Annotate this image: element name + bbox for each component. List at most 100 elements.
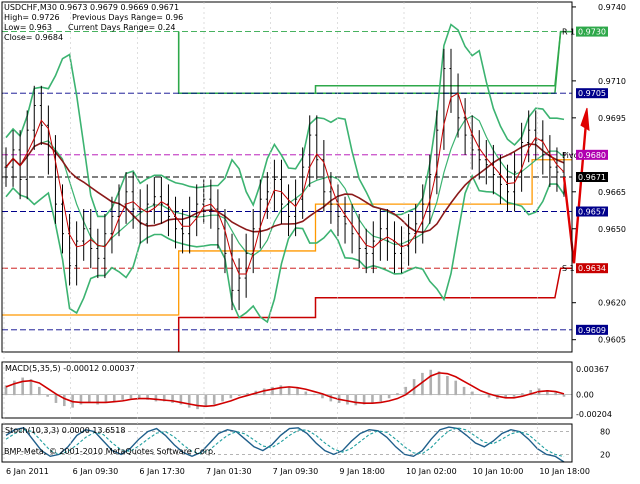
macd-hist-bar bbox=[29, 379, 33, 396]
macd-hist-bar bbox=[221, 394, 224, 402]
macd-hist-bar bbox=[321, 394, 324, 399]
level-tag: S 1 bbox=[562, 264, 575, 273]
price-box-label: 0.9609 bbox=[578, 326, 606, 335]
macd-hist-bar bbox=[487, 394, 491, 398]
macd-hist-bar bbox=[196, 394, 199, 410]
copyright-text: BMP-Meta, © 2001-2010 MetaQuotes Softwar… bbox=[4, 447, 216, 456]
macd-signal-line bbox=[5, 372, 565, 408]
macd-hist-bar bbox=[262, 388, 266, 396]
macd-hist-bar bbox=[521, 393, 524, 396]
x-tick-label: 9 Jan 18:00 bbox=[339, 467, 385, 476]
lower-band bbox=[5, 173, 565, 324]
macd-hist-bar bbox=[446, 376, 449, 396]
y-tick-label: 0.9620 bbox=[598, 299, 626, 308]
macd-hist-bar bbox=[271, 386, 274, 396]
macd-hist-bar bbox=[387, 394, 391, 399]
macd-y-tick: 0.00 bbox=[576, 391, 594, 400]
price-box-label: 0.9634 bbox=[578, 264, 606, 273]
x-tick-label: 10 Jan 18:00 bbox=[539, 467, 590, 476]
macd-hist-bar bbox=[296, 388, 299, 396]
price-box bbox=[576, 263, 608, 274]
macd-hist-bar bbox=[362, 394, 366, 405]
macd-hist-bar bbox=[504, 394, 508, 399]
s1-step-line bbox=[177, 267, 572, 352]
macd-label: MACD(5,35,5) -0.00012 0.00037 bbox=[5, 364, 135, 373]
macd-hist-bar bbox=[171, 394, 174, 403]
macd-hist-bar bbox=[371, 394, 374, 403]
macd-hist-bar bbox=[212, 394, 216, 405]
y-tick-label: 0.9740 bbox=[598, 3, 626, 12]
forecast-arrow bbox=[562, 122, 588, 264]
macd-hist-bar bbox=[462, 386, 466, 396]
price-box-label: 0.9730 bbox=[578, 28, 606, 37]
info-close: Close= 0.9684 bbox=[4, 33, 64, 42]
stoch-pane: Stoch(10,3,3) 0.0000 13.6518 bbox=[2, 426, 572, 463]
macd-y-tick: -0.00204 bbox=[576, 410, 612, 419]
macd-hist-bar bbox=[4, 385, 8, 396]
y-tick-label: 0.9650 bbox=[598, 225, 626, 234]
macd-hist-bar bbox=[379, 394, 383, 402]
main-frame bbox=[1, 1, 573, 353]
macd-hist-bar bbox=[421, 372, 424, 396]
macd-hist-bar bbox=[112, 394, 116, 402]
macd-hist-bar bbox=[104, 394, 108, 403]
macd-hist-bar bbox=[546, 390, 549, 396]
info-low: Low= 0.963 bbox=[4, 23, 52, 32]
macd-hist-bar bbox=[129, 394, 133, 399]
price-box bbox=[576, 324, 608, 335]
slow-ma bbox=[5, 142, 565, 234]
price-box bbox=[576, 88, 608, 99]
macd-hist-bar bbox=[512, 394, 516, 397]
axes-layer: 6 Jan 2011 6 Jan 09:30 6 Jan 17:30 7 Jan 01… bbox=[1, 1, 626, 476]
macd-y-tick: 0.00367 bbox=[576, 365, 609, 374]
macd-hist-bar bbox=[204, 394, 208, 407]
macd-hist-bar bbox=[346, 394, 349, 405]
y-tick-label: 0.9710 bbox=[598, 77, 626, 86]
symbol-header: USDCHF,M30 0.9673 0.9679 0.9669 0.9671 bbox=[4, 3, 180, 12]
pivot-step-line bbox=[2, 159, 572, 316]
price-box-label: 0.9705 bbox=[578, 89, 606, 98]
macd-hist-bar bbox=[162, 394, 166, 402]
x-tick-label: 6 Jan 2011 bbox=[6, 467, 49, 476]
price-box bbox=[576, 172, 608, 182]
fast-ma bbox=[5, 92, 565, 275]
macd-hist-bar bbox=[179, 394, 183, 405]
macd-hist-bar bbox=[146, 394, 149, 400]
macd-hist-bar bbox=[38, 386, 41, 396]
y-tick-label: 0.9665 bbox=[598, 188, 626, 197]
macd-hist-bar bbox=[54, 394, 58, 403]
macd-hist-bar bbox=[529, 390, 532, 396]
price-box bbox=[576, 26, 608, 37]
price-box bbox=[576, 206, 608, 217]
x-tick-label: 10 Jan 10:00 bbox=[473, 467, 524, 476]
macd-hist-bar bbox=[354, 394, 358, 406]
price-box-label: 0.9671 bbox=[578, 173, 606, 182]
macd-hist-bar bbox=[437, 371, 441, 396]
macd-hist-bar bbox=[46, 394, 49, 397]
stoch-signal-line bbox=[5, 427, 565, 458]
macd-hist-bar bbox=[312, 393, 316, 396]
macd-hist-bar bbox=[96, 394, 99, 405]
macd-hist-bar bbox=[562, 394, 566, 397]
level-tag: R 1 bbox=[562, 28, 575, 37]
y-tick-label: 0.9605 bbox=[598, 336, 626, 345]
macd-hist-bar bbox=[479, 394, 483, 396]
macd-hist-bar bbox=[246, 393, 249, 396]
macd-hist-bar bbox=[454, 380, 458, 396]
info-curr-range: Current Days Range= 0.24 bbox=[68, 23, 176, 32]
macd-hist-bar bbox=[412, 379, 416, 396]
macd-hist-bar bbox=[62, 394, 66, 407]
price-box-label: 0.9680 bbox=[578, 151, 606, 160]
y-tick-label: 0.9695 bbox=[598, 114, 626, 123]
upper-band bbox=[5, 23, 565, 218]
stoch-main-line bbox=[5, 426, 565, 463]
info-prev-range: Previous Days Range= 0.96 bbox=[72, 13, 184, 22]
x-tick-label: 7 Jan 09:30 bbox=[273, 467, 319, 476]
x-tick-label: 6 Jan 09:30 bbox=[73, 467, 119, 476]
x-tick-label: 6 Jan 17:30 bbox=[139, 467, 185, 476]
info-high: High= 0.9726 bbox=[4, 13, 60, 22]
macd-hist-bar bbox=[187, 394, 191, 408]
macd-hist-bar bbox=[87, 394, 91, 403]
